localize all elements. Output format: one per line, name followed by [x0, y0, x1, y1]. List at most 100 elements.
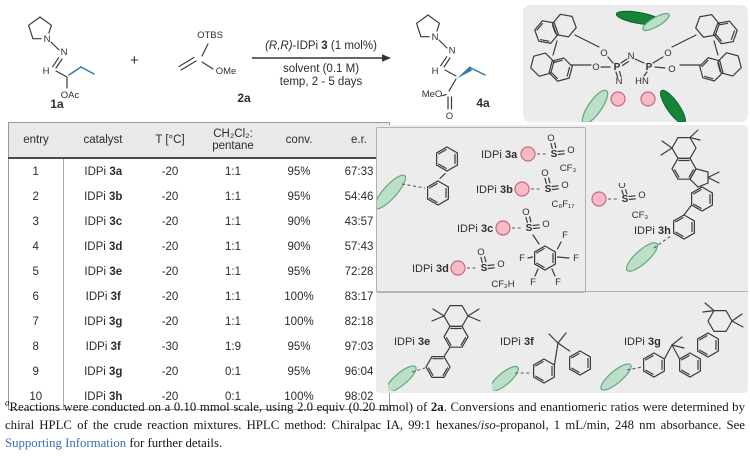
catalyst-label-prefix: IDPi — [624, 336, 645, 348]
catalyst-label-3f: 3f — [524, 336, 534, 348]
svg-text:S: S — [481, 263, 488, 274]
group-3b: C₈F₁₇ — [551, 199, 574, 210]
structure-3h: IDPi 3h — [626, 129, 720, 272]
catalyst-substituent-panel: IDPi 3a S O O CF₃ IDPi 3b S O O — [376, 125, 748, 393]
footnote-marker: a — [5, 397, 10, 408]
structure-3f: IDPi 3f — [492, 332, 592, 391]
compound-label-4a: 4a — [476, 96, 490, 110]
table-row: 7 IDPi 3g -20 1:1 100% 82:18 — [8, 309, 390, 334]
svg-text:O: O — [561, 180, 568, 191]
table-header: entry catalyst T [°C] CH₂Cl₂: pentane co… — [8, 122, 390, 159]
substituent-marker — [640, 91, 656, 107]
svg-text:O: O — [522, 207, 529, 218]
atom-label: O — [664, 48, 671, 59]
catalyst-def-code-3b: 3b — [500, 184, 513, 196]
catalyst-label-3h: 3h — [658, 225, 671, 237]
catalyst-core-panel: O O P N P O O N HN — [523, 5, 748, 122]
svg-text:O: O — [638, 190, 645, 201]
svg-text:S: S — [551, 149, 558, 160]
structure-3e: IDPi 3e — [388, 305, 481, 391]
sulfonyl-defs-box: IDPi 3a S O O CF₃ IDPi 3b S O O — [376, 127, 586, 293]
structure-3g: IDPi 3g — [600, 302, 744, 391]
otbs-label: OTBS — [197, 30, 223, 41]
catalyst-label-3e: 3e — [418, 336, 430, 348]
table-row: 4 IDPi 3d -20 1:1 90% 57:43 — [8, 234, 390, 259]
svg-text:O: O — [618, 183, 625, 191]
svg-text:O: O — [542, 219, 549, 230]
conditions-line2: solvent (0.1 M) — [282, 63, 360, 75]
atom-label: H — [43, 66, 50, 77]
group-3d: CF₂H — [491, 279, 514, 289]
svg-text:F: F — [562, 230, 568, 241]
catalyst-def-prefix: IDPi — [412, 263, 433, 275]
atom-label: P — [614, 62, 621, 73]
conditions-line1: (R,R)-IDPi 3 (1 mol%) — [265, 40, 377, 52]
svg-text:S: S — [622, 194, 629, 205]
table-row: 8 IDPi 3f -30 1:9 95% 97:03 — [8, 334, 390, 359]
svg-text:O: O — [477, 247, 484, 258]
catalyst-label-3g: 3g — [648, 336, 661, 348]
atom-label: H — [432, 66, 439, 77]
structure-4a: N N H MeO O 4a — [416, 14, 490, 122]
col-temp: T [°C] — [143, 122, 197, 159]
triflyl-definition: S O O CF₃ — [591, 183, 649, 221]
structure-2a: OTBS OMe 2a — [178, 30, 251, 105]
table-row: 10 IDPi 3h -20 0:1 100% 98:02 — [8, 384, 390, 410]
footnote-text: -propanol, 1 mL/min, 248 nm absorbance. … — [495, 418, 745, 433]
atom-label: N — [449, 46, 456, 57]
oac-label: OAc — [61, 90, 80, 101]
reaction-arrow — [252, 54, 391, 62]
meo-label: MeO — [422, 89, 443, 100]
atom-label: N — [616, 76, 623, 87]
svg-text:O: O — [497, 259, 504, 270]
panel-divider — [376, 291, 748, 292]
table-row: 9 IDPi 3g -20 0:1 95% 96:04 — [8, 359, 390, 384]
footnote-bold-2a: 2a — [430, 400, 444, 414]
svg-text:S: S — [545, 184, 552, 195]
atom-label: P — [646, 62, 653, 73]
atom-label: O — [600, 48, 607, 59]
footnote-text: . Conversions and enantiomeric ratios we… — [5, 400, 745, 433]
reaction-conditions: (R,R)-IDPi 3 (1 mol%) solvent (0.1 M) te… — [250, 40, 392, 89]
footnote-text: for further details. — [126, 436, 223, 451]
atom-label: N — [432, 32, 439, 43]
catalyst-def-prefix: IDPi — [457, 223, 478, 235]
sulfonyl-defs: IDPi 3a S O O CF₃ IDPi 3b S O O — [377, 133, 579, 289]
svg-text:F: F — [555, 277, 561, 288]
footnote-text: Reactions were conducted on a 0.10 mmol … — [9, 400, 431, 414]
svg-text:F: F — [519, 253, 525, 264]
col-solvent-ratio: CH₂Cl₂: pentane — [197, 122, 269, 159]
catalyst-label-prefix: IDPi — [634, 225, 655, 237]
compound-label-1a: 1a — [50, 97, 64, 110]
atom-label: N — [628, 51, 635, 62]
svg-text:F: F — [530, 277, 536, 288]
atom-label: N — [44, 34, 51, 45]
table-row: 5 IDPi 3e -20 1:1 95% 72:28 — [8, 259, 390, 284]
svg-text:O: O — [567, 145, 574, 156]
catalyst-def-code-3a: 3a — [505, 149, 518, 161]
svg-text:F: F — [573, 253, 579, 264]
col-catalyst: catalyst — [63, 122, 143, 159]
footnote-italic-iso: iso — [480, 418, 496, 433]
catalyst-def-code-3d: 3d — [436, 263, 449, 275]
idpi-core-structure: O O P N P O O N HN — [528, 10, 744, 122]
catalyst-def-code-3c: 3c — [481, 223, 493, 235]
atom-label: O — [446, 111, 453, 122]
group-3a: CF₃ — [560, 163, 577, 174]
supporting-information-link[interactable]: Supporting Information — [5, 436, 127, 451]
table-row: 6 IDPi 3f -20 1:1 100% 83:17 — [8, 284, 390, 309]
atom-label: HN — [635, 76, 649, 87]
atom-label: N — [61, 47, 68, 58]
structure-1a: N N H OAc 1a — [28, 16, 95, 110]
group-tf: CF₃ — [632, 210, 649, 221]
col-entry: entry — [8, 122, 63, 159]
atom-label: O — [592, 62, 599, 73]
catalyst-label-prefix: IDPi — [500, 336, 521, 348]
substituent-marker — [610, 91, 626, 107]
results-table: entry catalyst T [°C] CH₂Cl₂: pentane co… — [8, 122, 390, 410]
table-row: 3 IDPi 3c -20 1:1 90% 43:57 — [8, 209, 390, 234]
col-conv: conv. — [269, 122, 329, 159]
ome-label: OMe — [216, 66, 237, 77]
svg-text:S: S — [526, 223, 533, 234]
